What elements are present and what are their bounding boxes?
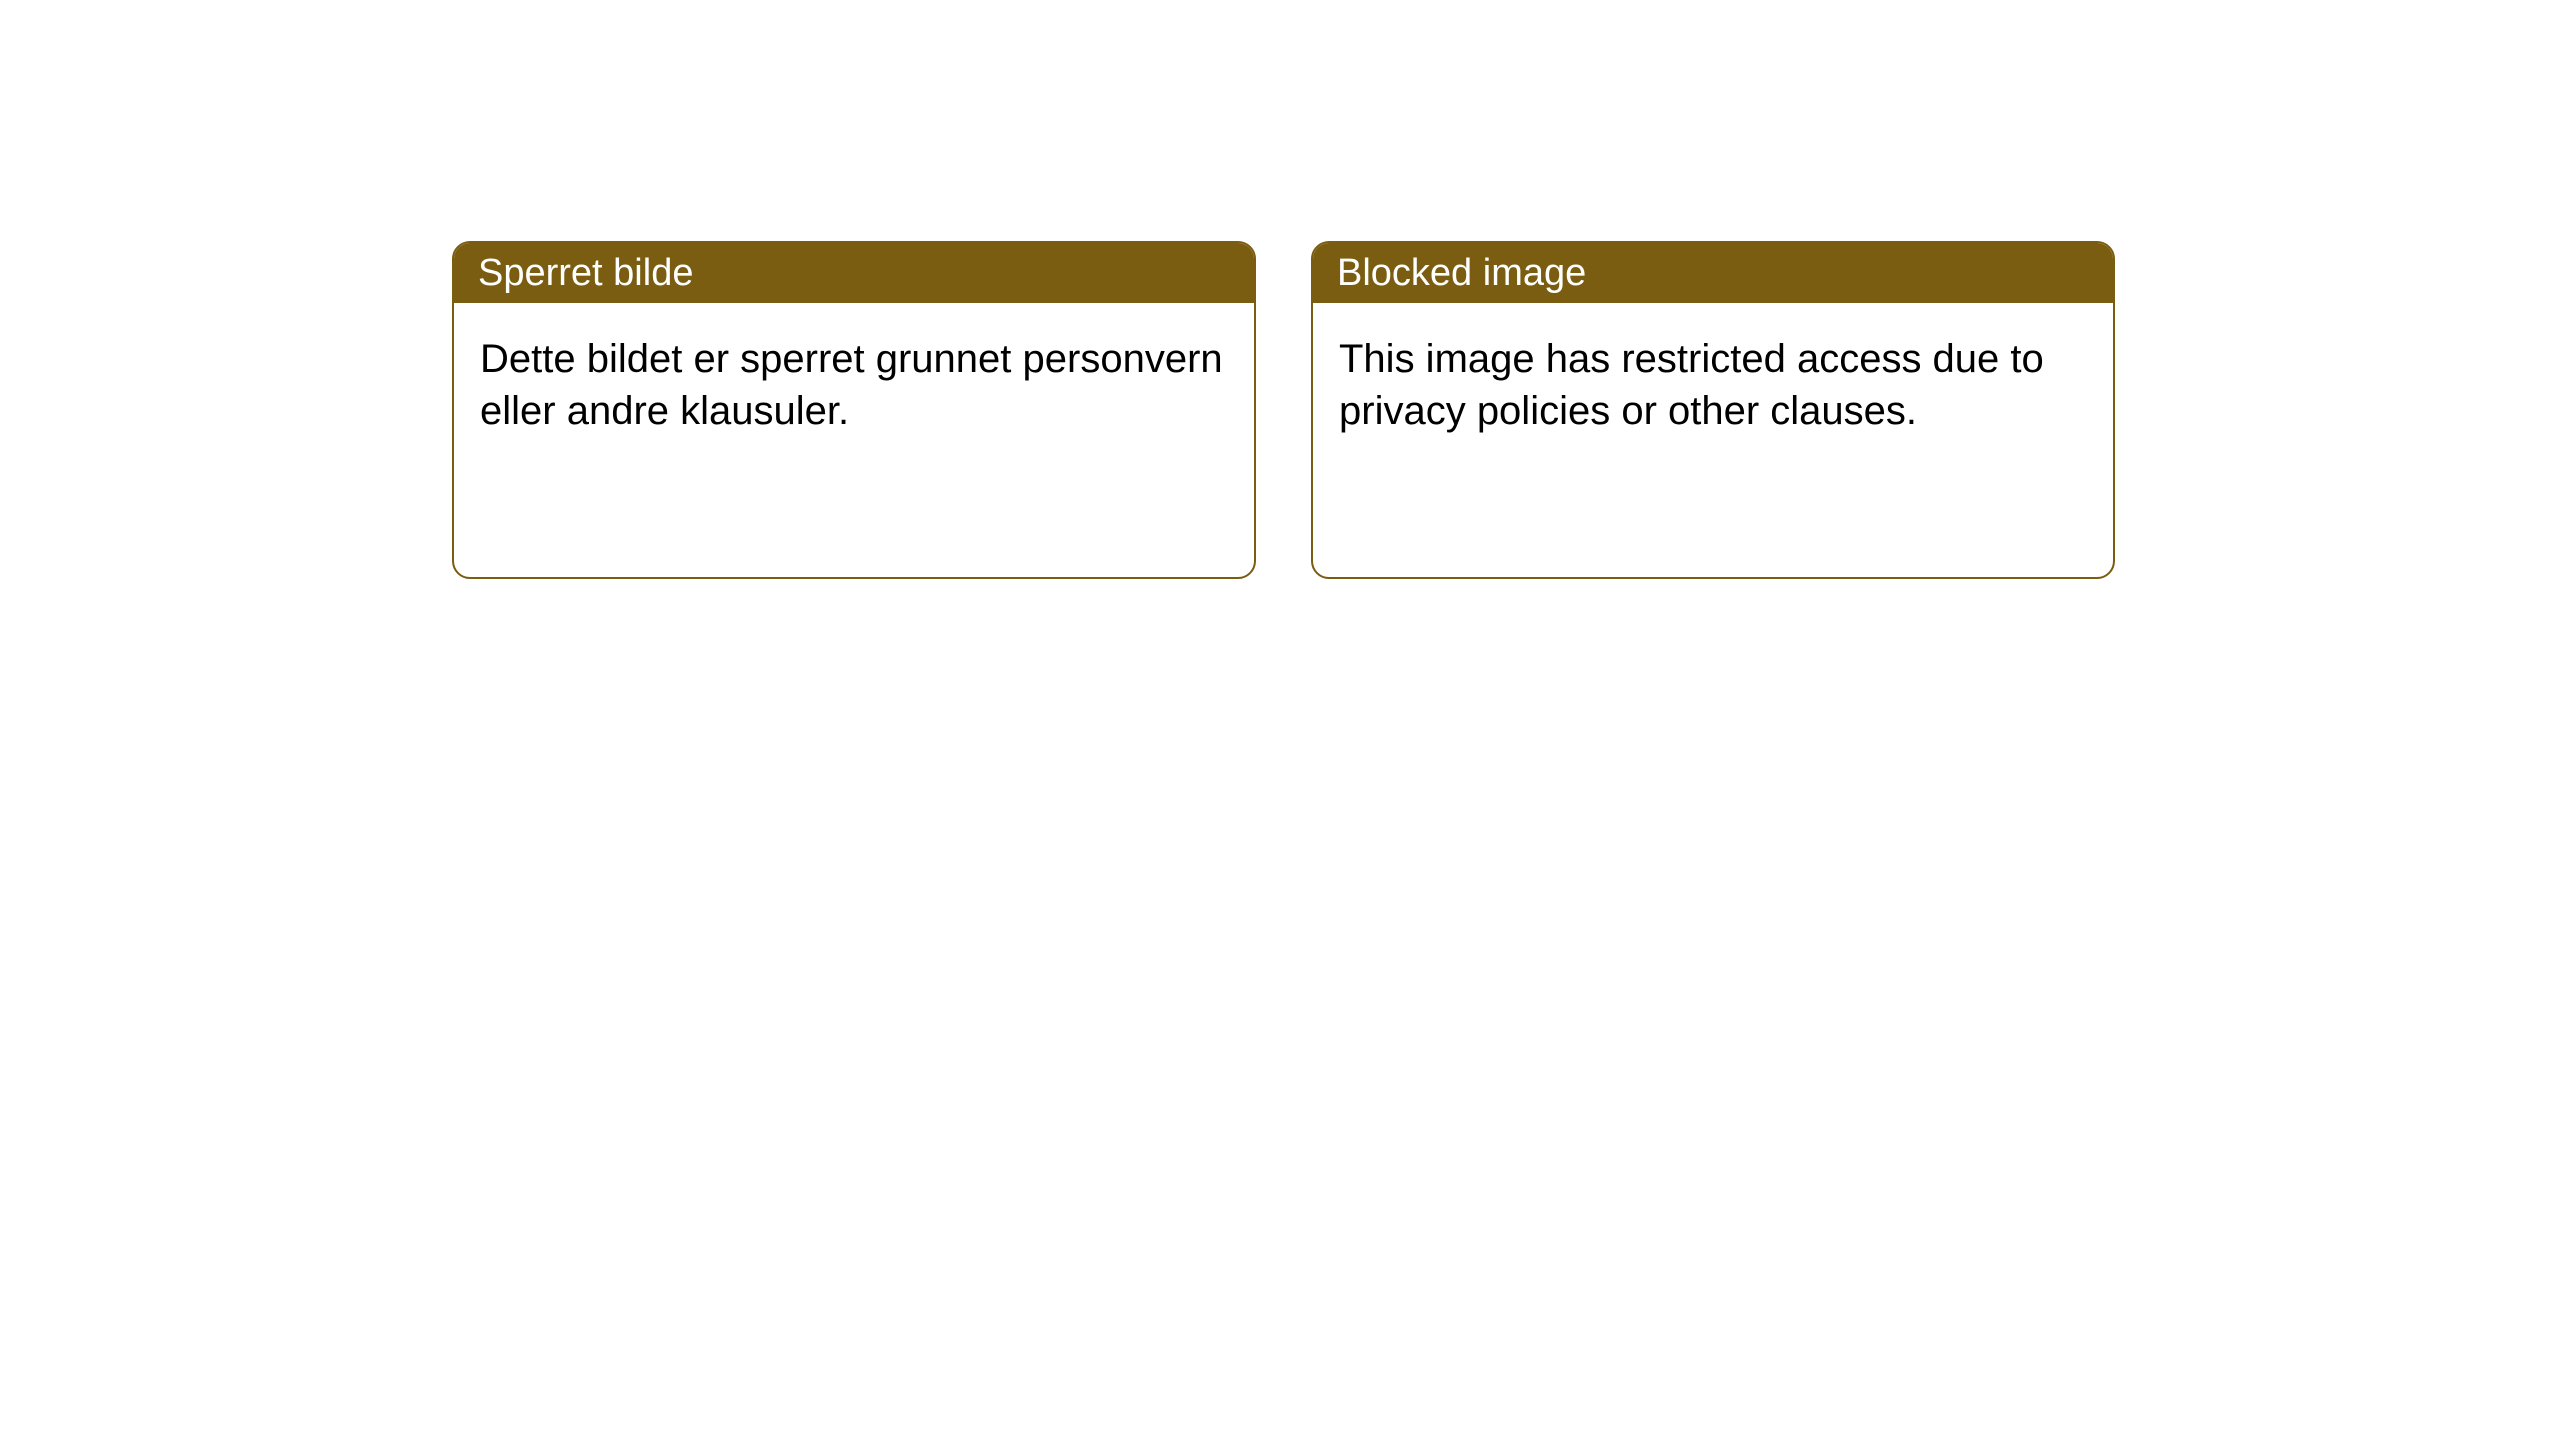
blocked-image-card-english: Blocked image This image has restricted … xyxy=(1311,241,2115,579)
card-header: Blocked image xyxy=(1313,243,2113,303)
blocked-image-card-norwegian: Sperret bilde Dette bildet er sperret gr… xyxy=(452,241,1256,579)
card-body: Dette bildet er sperret grunnet personve… xyxy=(454,303,1254,467)
card-header: Sperret bilde xyxy=(454,243,1254,303)
notice-container: Sperret bilde Dette bildet er sperret gr… xyxy=(0,0,2560,579)
card-title: Sperret bilde xyxy=(478,252,693,295)
card-body: This image has restricted access due to … xyxy=(1313,303,2113,467)
card-body-text: This image has restricted access due to … xyxy=(1339,337,2044,433)
card-title: Blocked image xyxy=(1337,252,1586,295)
card-body-text: Dette bildet er sperret grunnet personve… xyxy=(480,337,1223,433)
